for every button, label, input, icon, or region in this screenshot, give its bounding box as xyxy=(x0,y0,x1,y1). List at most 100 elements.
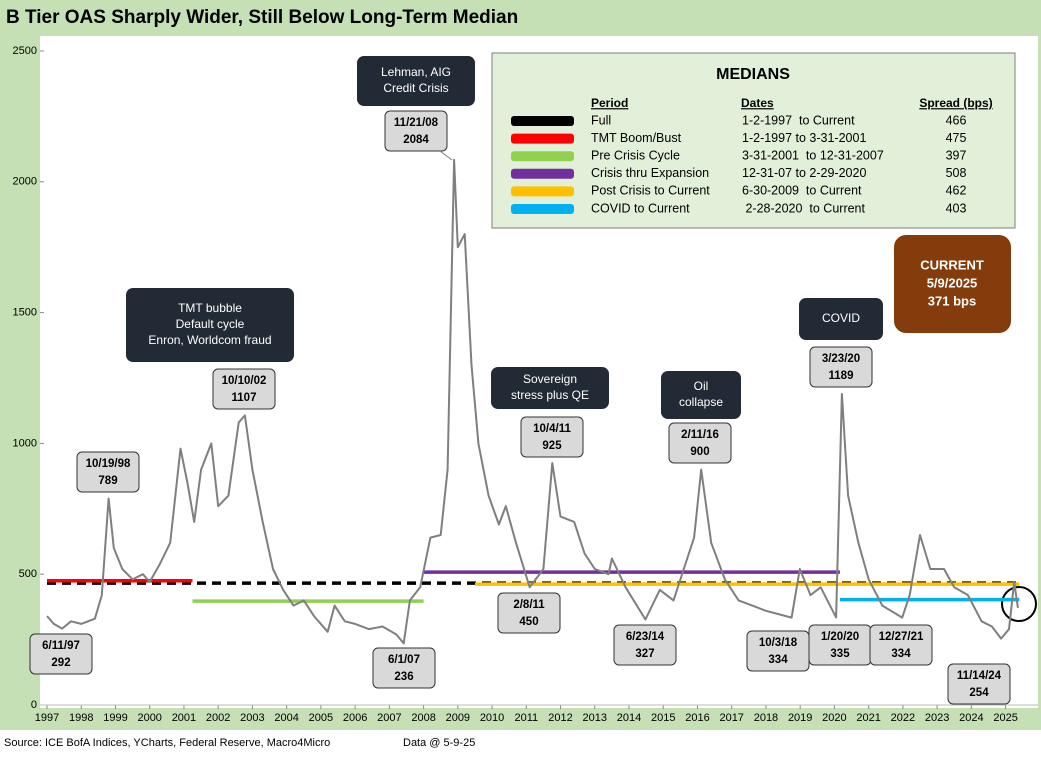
footer-background xyxy=(0,730,1041,758)
legend-swatch xyxy=(511,204,574,214)
x-tick-label: 2009 xyxy=(446,712,470,724)
callout-value: 254 xyxy=(969,687,989,699)
callout-box xyxy=(76,451,140,493)
current-text: CURRENT xyxy=(920,257,984,272)
x-tick-label: 2007 xyxy=(377,712,401,724)
x-tick-label: 2008 xyxy=(411,712,435,724)
x-tick-label: 2025 xyxy=(993,712,1017,724)
legend-spread: 466 xyxy=(946,113,967,127)
event-text: Lehman, AIG xyxy=(381,65,451,79)
callout-date: 10/10/02 xyxy=(222,375,267,387)
callout-date: 2/11/16 xyxy=(681,429,719,441)
callout-date: 2/8/11 xyxy=(513,599,545,611)
y-tick-label: 2000 xyxy=(13,176,37,188)
x-tick-label: 2023 xyxy=(925,712,949,724)
medians-header: Dates xyxy=(741,96,774,110)
callout-box xyxy=(520,416,584,458)
callout-box xyxy=(212,368,276,410)
callout-date: 6/11/97 xyxy=(42,640,80,652)
x-tick-label: 2017 xyxy=(719,712,743,724)
x-tick-label: 1999 xyxy=(103,712,127,724)
y-tick-label: 0 xyxy=(31,699,37,711)
event-text: Oil xyxy=(694,379,709,393)
callout-value: 900 xyxy=(690,446,709,458)
y-tick-label: 1000 xyxy=(13,437,37,449)
callout-box xyxy=(668,422,732,464)
legend-dates: 2-28-2020 to Current xyxy=(742,201,866,215)
current-text: 5/9/2025 xyxy=(927,275,978,290)
legend-period: Crisis thru Expansion xyxy=(591,166,709,180)
callout-date: 1/20/20 xyxy=(821,631,859,643)
x-tick-label: 2011 xyxy=(514,712,538,724)
legend-swatch xyxy=(511,168,574,179)
event-box xyxy=(661,371,741,419)
callout-date: 3/23/20 xyxy=(822,353,860,365)
callout-value: 334 xyxy=(768,654,788,666)
callout-value: 1107 xyxy=(232,392,257,404)
chart-title: B Tier OAS Sharply Wider, Still Below Lo… xyxy=(6,7,518,28)
event-box xyxy=(126,288,294,362)
callout-value: 925 xyxy=(542,440,562,452)
legend-period: Pre Crisis Cycle xyxy=(591,148,680,162)
source: Source: ICE BofA Indices, YCharts, Feder… xyxy=(4,737,330,749)
x-tick-label: 2005 xyxy=(309,712,333,724)
series-line xyxy=(46,158,1019,645)
callout-value: 789 xyxy=(98,475,117,487)
current-circle xyxy=(1001,586,1037,622)
callout-value: 334 xyxy=(891,648,911,660)
event-text: TMT bubble xyxy=(178,301,242,315)
y-tick-label: 500 xyxy=(19,568,37,580)
medians-title: MEDIANS xyxy=(716,66,790,83)
legend-spread: 462 xyxy=(946,184,967,198)
callout-value: 450 xyxy=(519,616,538,628)
callout-box xyxy=(384,110,448,152)
callout-value: 2084 xyxy=(403,134,429,146)
event-text: stress plus QE xyxy=(511,388,589,402)
legend-period: COVID to Current xyxy=(591,201,690,215)
x-tick-label: 2016 xyxy=(685,712,709,724)
x-tick-label: 2013 xyxy=(583,712,607,724)
x-tick-label: 2002 xyxy=(206,712,230,724)
callout-value: 292 xyxy=(51,657,70,669)
x-tick-label: 2000 xyxy=(137,712,161,724)
legend-dates: 1-2-1997 to Current xyxy=(742,113,855,127)
callout-box xyxy=(613,624,677,666)
legend-spread: 475 xyxy=(946,131,967,145)
callout-box xyxy=(869,624,933,666)
callout-date: 11/14/24 xyxy=(957,670,1002,682)
callout-box xyxy=(809,346,873,388)
x-tick-label: 2019 xyxy=(788,712,812,724)
callout-box xyxy=(29,633,93,675)
legend-period: TMT Boom/Bust xyxy=(591,131,682,145)
medians-header: Spread (bps) xyxy=(919,96,992,110)
legend-dates: 3-31-2001 to 12-31-2007 xyxy=(742,148,884,162)
event-box xyxy=(357,56,475,106)
callout-date: 6/1/07 xyxy=(388,654,420,666)
callout-box xyxy=(947,663,1011,705)
legend-swatch xyxy=(511,186,574,197)
x-tick-label: 2018 xyxy=(754,712,778,724)
y-tick-label: 2500 xyxy=(13,45,37,57)
event-box xyxy=(491,367,609,409)
x-tick-label: 2021 xyxy=(856,712,880,724)
callout-value: 327 xyxy=(635,648,654,660)
event-text: Enron, Worldcom fraud xyxy=(148,333,271,347)
callout-date: 6/23/14 xyxy=(626,631,665,643)
callout-date: 11/21/08 xyxy=(394,117,439,129)
event-text: Sovereign xyxy=(523,372,577,386)
callout-box xyxy=(497,592,561,634)
callout-date: 10/19/98 xyxy=(86,458,131,470)
event-box xyxy=(799,298,883,340)
y-tick-label: 1500 xyxy=(13,307,37,319)
callout-date: 12/27/21 xyxy=(879,631,924,643)
data-note: Data @ 5-9-25 xyxy=(403,737,475,749)
legend-period: Post Crisis to Current xyxy=(591,184,710,198)
legend-dates: 1-2-1997 to 3-31-2001 xyxy=(742,131,866,145)
x-tick-label: 2012 xyxy=(548,712,572,724)
x-tick-label: 2006 xyxy=(343,712,367,724)
callout-value: 1189 xyxy=(829,370,854,382)
callout-date: 10/3/18 xyxy=(759,637,798,649)
medians-header: Period xyxy=(591,96,628,110)
